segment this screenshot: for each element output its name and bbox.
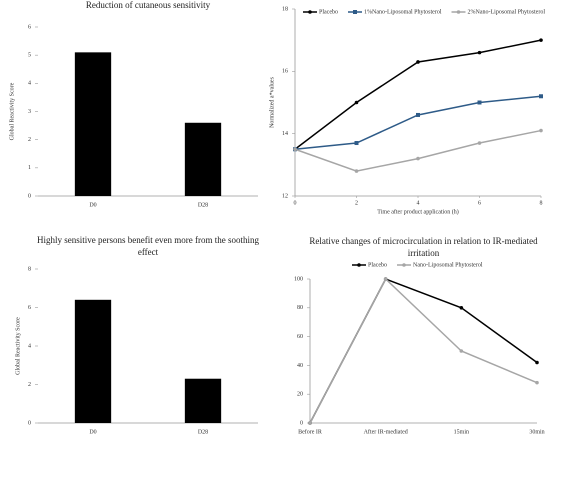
legend-marker: [308, 10, 312, 14]
y-tick-label: 80: [297, 305, 303, 311]
point: [354, 100, 359, 105]
y-tick-label: 0: [300, 420, 303, 426]
x-tick-label: 8: [540, 200, 543, 206]
y-tick-label: 14: [282, 131, 288, 137]
y-tick-label: 12: [282, 193, 288, 199]
series-line: [294, 39, 542, 150]
chart-title: Reduction of cutaneous sensitivity: [85, 0, 211, 10]
x-tick-label: 6: [478, 200, 481, 206]
legend-marker: [402, 263, 406, 267]
x-tick-label: Before IR: [298, 428, 322, 435]
point: [416, 60, 420, 64]
y-tick-label: 4: [28, 81, 31, 87]
point: [416, 112, 420, 117]
y-tick-label: 6: [28, 24, 31, 30]
series-line: [309, 278, 538, 424]
y-tick-label: 3: [28, 109, 31, 115]
point: [383, 277, 388, 281]
point: [539, 94, 543, 99]
legend-label: 1%Nano-Liposomal Phytosterol: [364, 9, 442, 15]
y-tick-label: 0: [28, 420, 31, 426]
y-tick-label: 5: [28, 53, 31, 59]
bar: [184, 122, 222, 196]
x-tick-label: D28: [198, 202, 208, 208]
y-tick-label: 16: [282, 69, 288, 75]
x-tick-label: 0: [294, 200, 297, 206]
x-tick-label: D0: [89, 429, 96, 435]
y-tick-label: 1: [28, 165, 31, 171]
y-tick-label: 8: [28, 266, 31, 272]
y-tick-label: 6: [28, 305, 31, 311]
bar: [74, 52, 112, 196]
y-tick-label: 60: [297, 334, 303, 340]
point: [539, 128, 543, 133]
bar: [184, 378, 222, 423]
point: [354, 169, 359, 173]
x-tick-label: 30min: [529, 429, 544, 435]
y-tick-label: 20: [297, 392, 303, 398]
x-tick-label: D28: [198, 429, 208, 435]
x-tick-label: D0: [89, 202, 96, 208]
point: [535, 360, 539, 365]
legend-label: Placebo: [368, 262, 387, 268]
y-tick-label: 4: [28, 343, 31, 349]
x-axis-label: Time after product application (h): [377, 208, 458, 215]
point: [459, 349, 464, 353]
y-tick-label: 2: [28, 137, 31, 143]
legend-marker: [456, 10, 461, 14]
point: [535, 380, 539, 385]
point: [308, 421, 312, 425]
x-tick-label: After IR-mediated: [364, 428, 408, 435]
legend-label: Nano-Liposomal Phytosterol: [413, 262, 483, 268]
point: [416, 156, 420, 161]
series-line: [294, 129, 542, 172]
point: [293, 147, 297, 152]
point: [354, 141, 359, 146]
y-axis-label: Global Reactivity Score: [9, 82, 15, 140]
chart-title: Relative changes of microcirculation in …: [309, 236, 538, 258]
x-tick-label: 2: [355, 200, 358, 206]
y-tick-label: 18: [282, 6, 288, 12]
chart-title: Highly sensitive persons benefit even mo…: [37, 235, 259, 257]
legend-label: Placebo: [319, 9, 338, 15]
legend-label: 2%Nano-Liposomal Phytosterol: [468, 9, 546, 15]
y-tick-label: 0: [28, 193, 31, 199]
y-tick-label: 40: [297, 363, 303, 369]
series-line: [309, 277, 538, 424]
point: [477, 141, 482, 145]
series-line: [294, 95, 542, 150]
y-tick-label: 100: [294, 276, 303, 282]
y-axis-label: Global Reactivity Score: [15, 317, 21, 375]
legend-marker: [353, 10, 357, 14]
point: [477, 50, 482, 55]
point: [477, 100, 482, 105]
point: [539, 38, 543, 42]
bar: [74, 299, 112, 423]
x-tick-label: 4: [417, 200, 420, 206]
y-axis-label: Normalized a*values: [269, 76, 275, 127]
legend-marker: [357, 263, 361, 267]
y-tick-label: 2: [28, 382, 31, 388]
point: [459, 306, 464, 310]
x-tick-label: 15min: [454, 429, 469, 435]
